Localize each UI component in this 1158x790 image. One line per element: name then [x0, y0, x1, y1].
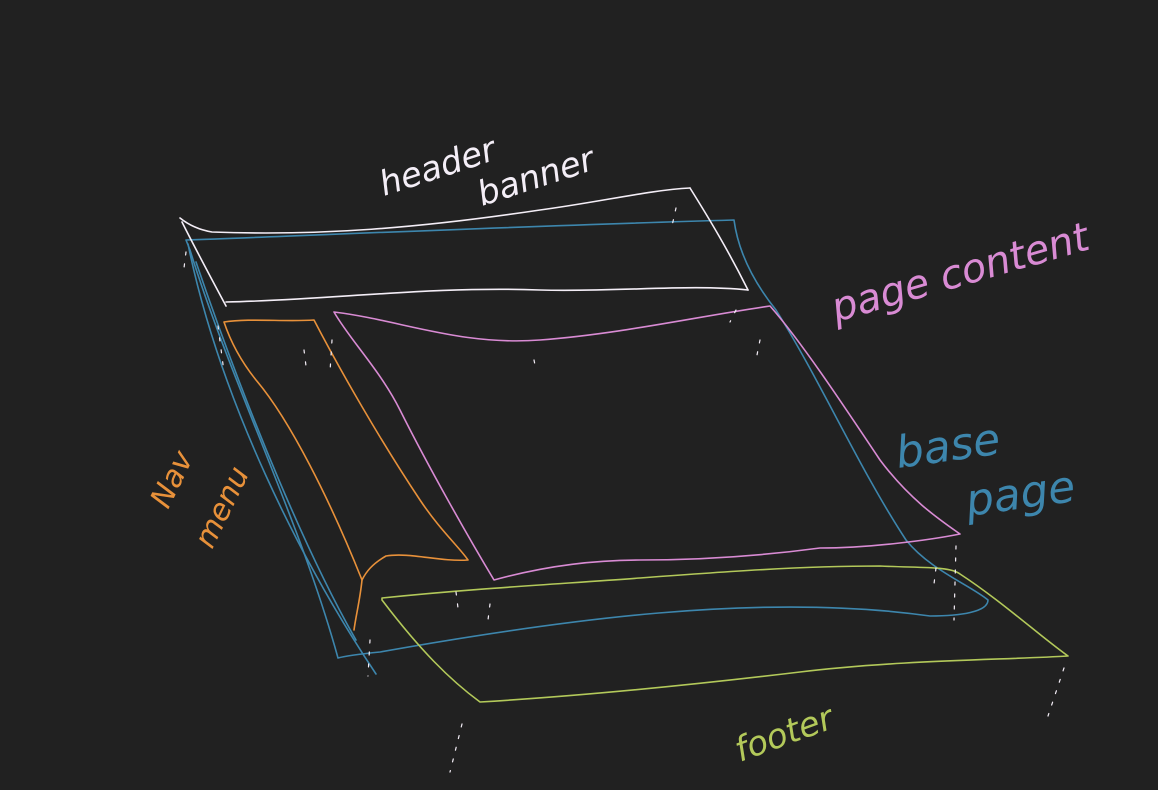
footer-label: footer	[729, 697, 840, 770]
header-banner-bottom	[225, 286, 749, 303]
header-banner-layer	[179, 187, 749, 307]
guide-9	[455, 591, 459, 609]
guide-15	[367, 639, 371, 677]
base-page-outline	[185, 219, 989, 659]
guide-11	[953, 545, 957, 621]
base-page-left-edge-2	[195, 261, 357, 641]
guide-7	[329, 339, 333, 373]
guide-6	[303, 349, 307, 367]
guide-4	[755, 339, 761, 361]
base-page-label-line2: page	[961, 461, 1078, 527]
header-banner-top	[179, 187, 691, 234]
guide-12	[933, 567, 937, 585]
guide-13	[449, 723, 463, 773]
base-page-layer	[185, 219, 989, 675]
page-content-outline	[333, 305, 961, 581]
nav-menu-bottom-edge	[353, 579, 363, 631]
guide-14	[1047, 667, 1065, 717]
base-page-left-edge	[187, 243, 377, 675]
depth-guides	[183, 207, 1065, 773]
nav-label-line1: Nav	[144, 444, 202, 513]
base-page-label-line1: base	[892, 414, 1003, 479]
footer-layer	[381, 565, 1069, 703]
page-content-layer	[333, 305, 961, 581]
guide-10	[487, 603, 491, 621]
guide-1	[183, 251, 187, 269]
page-content-label: page content	[825, 214, 1095, 332]
guide-5	[217, 325, 225, 373]
header-banner-right	[689, 187, 749, 291]
nav-menu-layer	[223, 319, 469, 631]
guide-8	[533, 359, 537, 371]
nav-menu-outline	[223, 319, 469, 581]
guide-3	[729, 309, 737, 323]
guide-2	[671, 207, 677, 227]
header-banner-left	[181, 221, 227, 307]
nav-label-line2: menu	[188, 461, 257, 553]
footer-outline	[381, 565, 1069, 703]
